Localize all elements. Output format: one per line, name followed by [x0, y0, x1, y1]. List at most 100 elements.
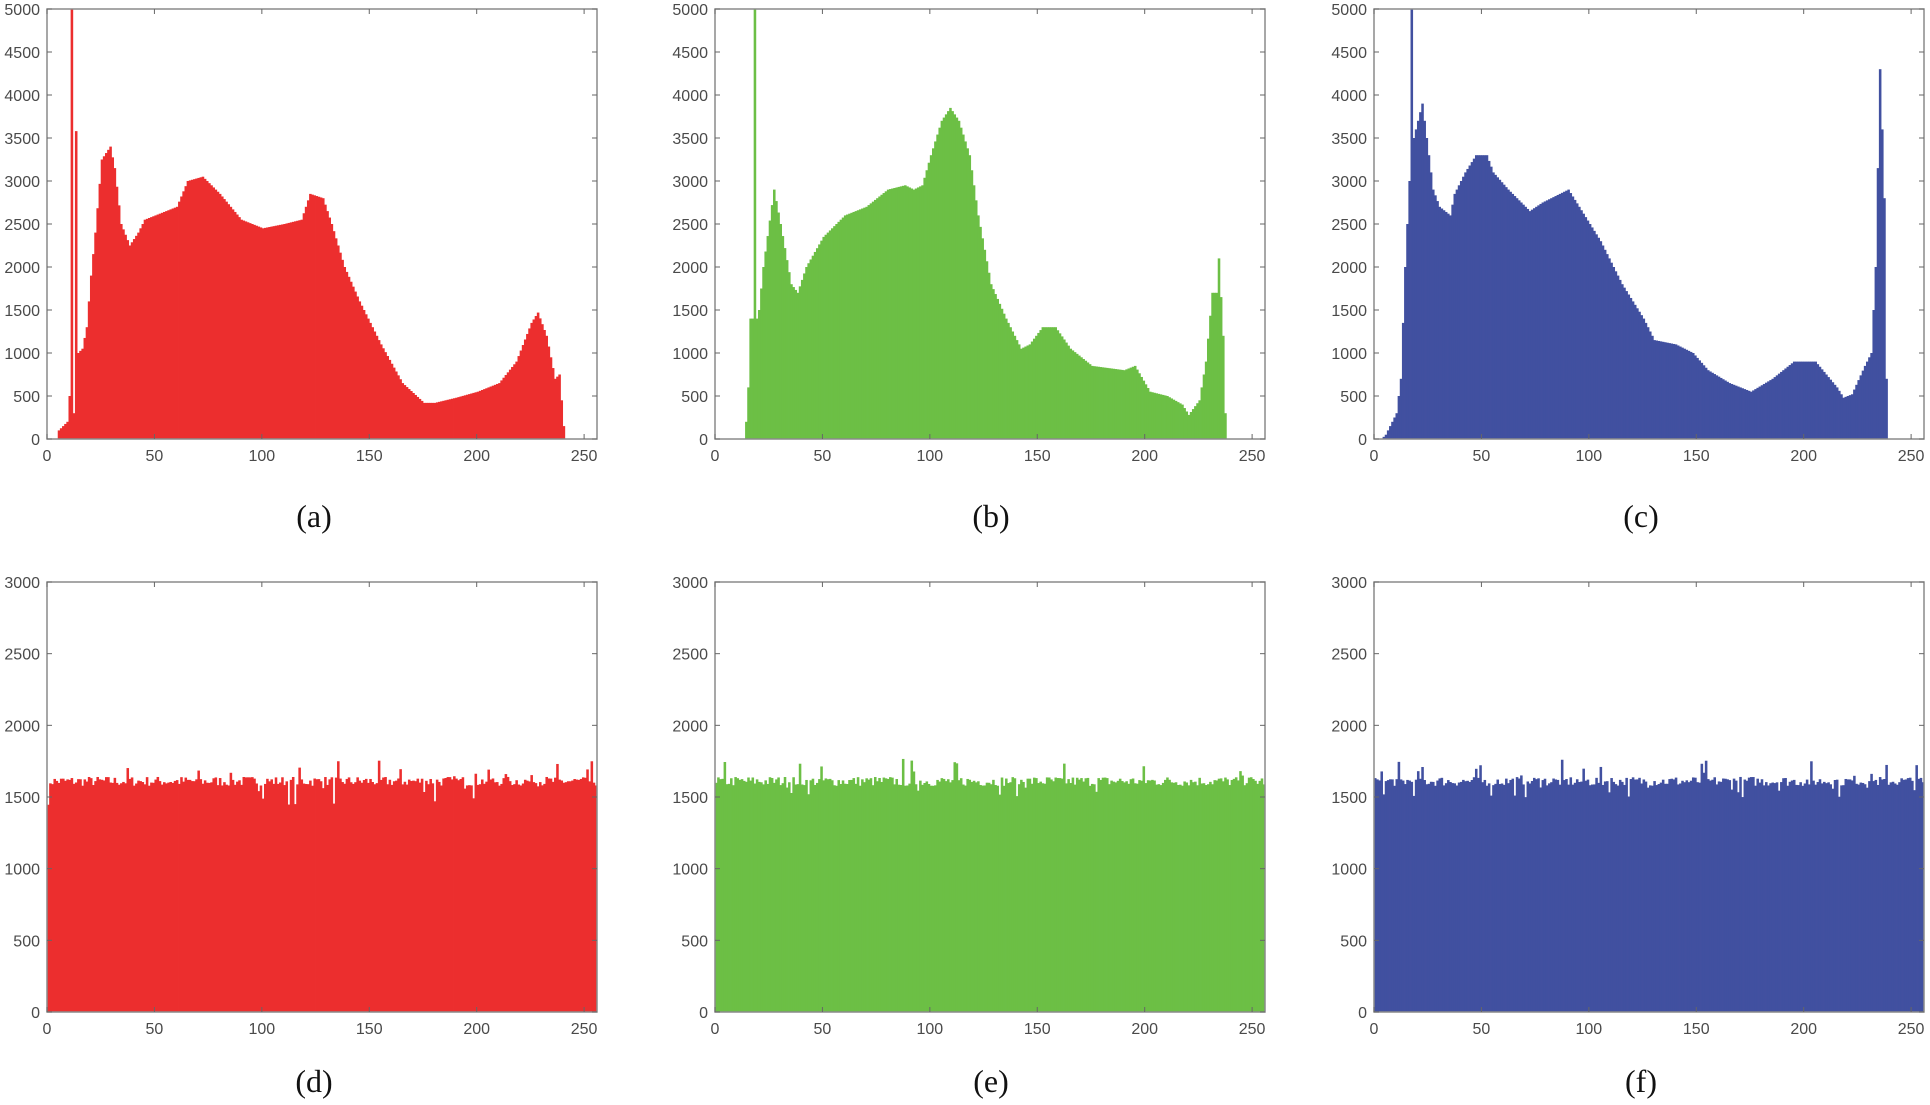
bar: [171, 208, 175, 439]
bar: [1642, 779, 1646, 1012]
bar: [513, 364, 516, 439]
bar: [747, 777, 750, 1012]
bar: [861, 779, 864, 1012]
bar: [556, 763, 559, 1012]
bar: [538, 782, 542, 1012]
bar: [897, 784, 901, 1012]
bar: [135, 783, 138, 1012]
bar: [1410, 781, 1414, 1012]
bar: [261, 228, 265, 439]
bar: [545, 776, 548, 1012]
bar: [543, 329, 546, 439]
bar: [1838, 390, 1841, 439]
bar: [919, 780, 922, 1012]
bar: [167, 782, 170, 1012]
bar: [1558, 784, 1562, 1012]
bar: [205, 782, 209, 1012]
bar: [1196, 785, 1199, 1012]
bar: [190, 179, 194, 439]
histogram-e: 0 50 100 150 200 250 0 500 1000 1500 2000 2500 3000: [672, 575, 1266, 1038]
bar: [324, 777, 327, 1012]
histogram-d: 0 50 100 150 200 250 0 500 1000 1500 2000 2500 3000: [4, 575, 598, 1038]
bar: [238, 780, 241, 1012]
bar: [1786, 366, 1790, 439]
bar: [1408, 181, 1411, 439]
bar: [468, 394, 471, 439]
bar: [1715, 375, 1719, 439]
histogram-c-svg: 0 50 100 150 200 2500500100015002000250030003…: [1331, 2, 1925, 465]
bar: [461, 395, 465, 439]
bar: [1196, 403, 1199, 439]
bar: [1683, 348, 1686, 439]
bar: [534, 783, 538, 1012]
bar: [1084, 778, 1088, 1012]
bar: [223, 782, 226, 1012]
y-tick-label: 3500: [4, 131, 40, 148]
bar: [1593, 230, 1596, 439]
bar: [1391, 779, 1394, 1012]
bar: [233, 784, 237, 1012]
bar: [1041, 783, 1045, 1012]
bar: [1876, 784, 1880, 1012]
bar: [442, 778, 445, 1012]
bar: [921, 185, 924, 439]
bar: [96, 208, 99, 439]
bar: [998, 794, 1002, 1012]
bar: [356, 777, 359, 1012]
bar: [225, 201, 228, 439]
bar: [867, 205, 871, 439]
bar: [1575, 203, 1579, 439]
bar: [302, 213, 306, 439]
bar: [1730, 383, 1734, 439]
bar: [506, 372, 510, 439]
bar: [1412, 795, 1416, 1012]
bar: [564, 782, 568, 1012]
bar: [1698, 360, 1701, 439]
bar: [1829, 784, 1833, 1012]
bar: [828, 230, 832, 439]
bar: [339, 252, 342, 439]
bar: [1153, 780, 1156, 1012]
bar: [390, 363, 394, 439]
bar: [283, 785, 286, 1012]
bar: [122, 229, 125, 439]
bar: [163, 211, 166, 439]
bar: [1535, 779, 1538, 1012]
bar: [1376, 779, 1379, 1012]
bar: [1838, 796, 1841, 1012]
bar: [154, 779, 157, 1012]
y-tick-label: 3000: [1331, 575, 1367, 592]
bar: [216, 785, 220, 1012]
bar: [811, 255, 815, 439]
bar: [1608, 792, 1611, 1012]
bar: [472, 798, 475, 1012]
bar: [1816, 782, 1820, 1012]
bar: [158, 781, 162, 1012]
bar: [1217, 258, 1221, 439]
histogram-f: 0 50 100 150 200 250 0 500 1000 1500 2000 2500 3000: [1331, 575, 1925, 1038]
bar: [1844, 778, 1848, 1012]
bar: [240, 784, 243, 1012]
bar: [852, 211, 856, 439]
bar: [498, 785, 501, 1012]
bar: [1842, 785, 1845, 1012]
bar: [749, 318, 752, 439]
bar: [349, 281, 353, 439]
bar: [1384, 434, 1388, 439]
bar: [1773, 783, 1777, 1012]
caption-d: (d): [295, 1063, 333, 1099]
bar: [1093, 784, 1096, 1012]
bar: [197, 177, 200, 439]
bar: [1758, 386, 1762, 439]
bar: [298, 220, 301, 439]
bar: [504, 774, 508, 1012]
bar: [1681, 780, 1684, 1012]
bar: [1187, 785, 1191, 1012]
bar: [154, 215, 157, 439]
bar: [1670, 778, 1674, 1012]
bar: [558, 779, 561, 1012]
bar: [478, 784, 482, 1012]
bar: [143, 219, 147, 439]
bar: [934, 785, 937, 1012]
bar: [143, 784, 147, 1012]
